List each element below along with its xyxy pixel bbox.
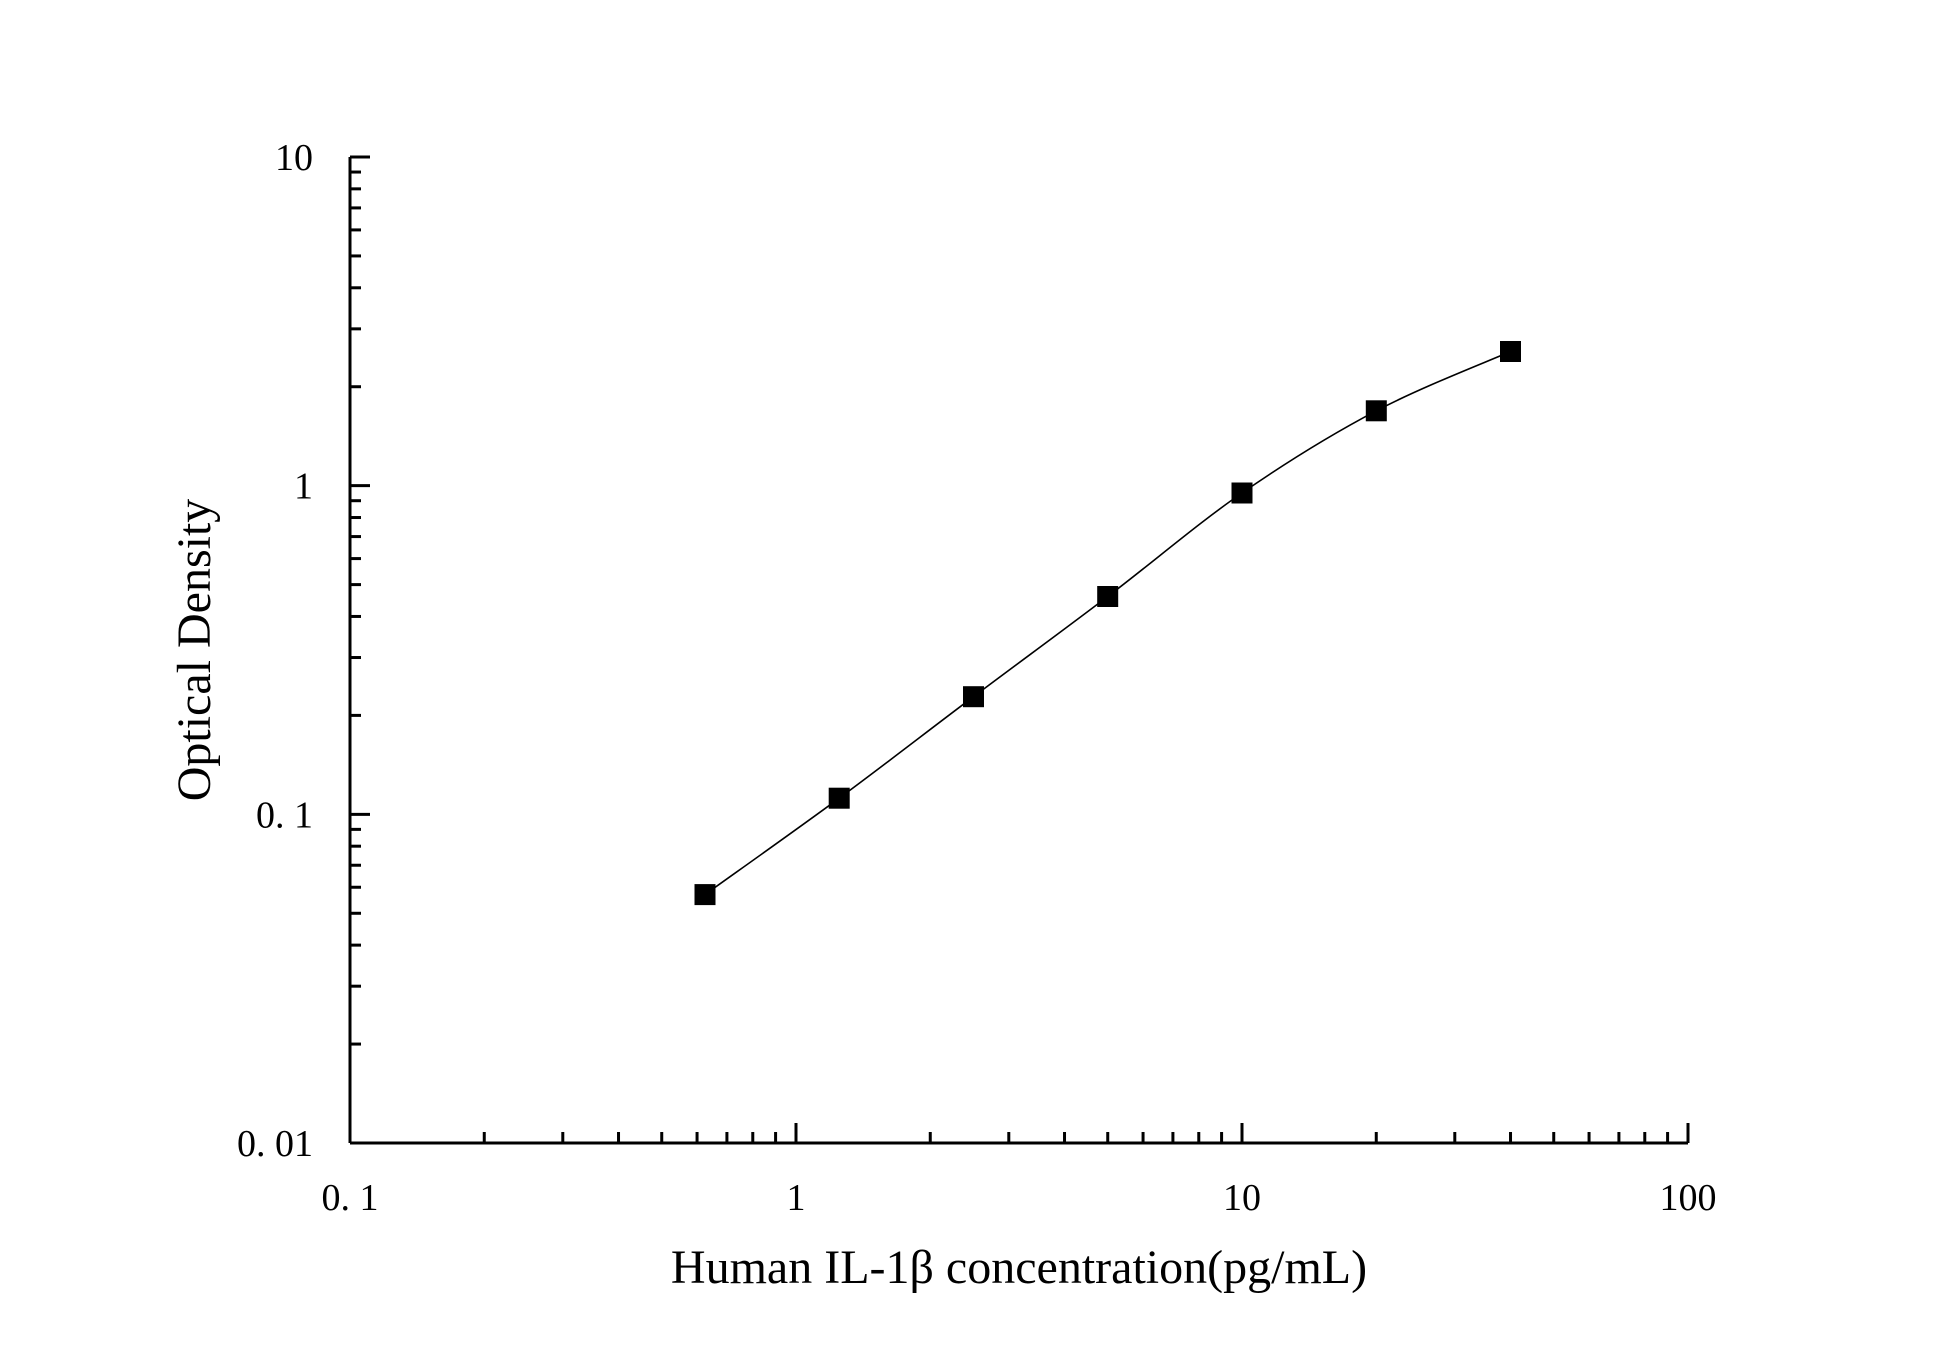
x-tick-label: 0. 1 bbox=[322, 1177, 379, 1219]
y-tick-label: 1 bbox=[294, 466, 313, 508]
y-tick-label: 0. 1 bbox=[256, 794, 313, 836]
data-point bbox=[694, 884, 716, 906]
data-point bbox=[1365, 400, 1387, 422]
data-point bbox=[828, 787, 850, 809]
data-point bbox=[963, 686, 984, 708]
y-axis-title: Optical Density bbox=[168, 499, 221, 802]
fit-curve bbox=[704, 350, 1511, 896]
data-point bbox=[1097, 586, 1119, 607]
data-markers bbox=[694, 341, 1521, 906]
x-tick-label: 1 bbox=[787, 1177, 806, 1219]
data-point bbox=[1231, 482, 1253, 504]
ticks bbox=[348, 155, 1690, 1145]
x-axis-title: Human IL-1β concentration(pg/mL) bbox=[671, 1241, 1367, 1294]
x-tick-label: 10 bbox=[1223, 1177, 1261, 1219]
axes bbox=[348, 157, 1688, 1145]
y-tick-label: 0. 01 bbox=[237, 1123, 313, 1165]
data-point bbox=[1500, 341, 1521, 362]
y-tick-label: 10 bbox=[275, 137, 313, 179]
x-tick-label: 100 bbox=[1660, 1177, 1717, 1219]
